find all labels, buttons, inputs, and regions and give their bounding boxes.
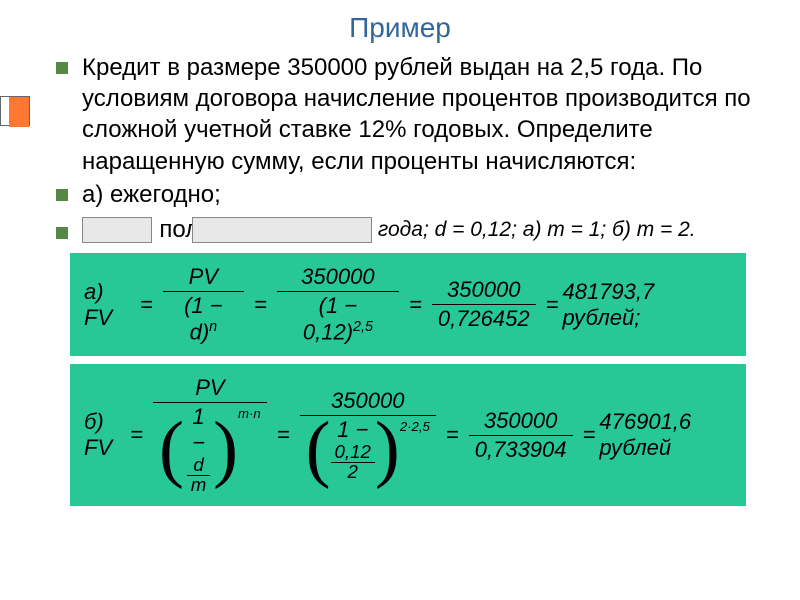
equals: = [254, 292, 267, 318]
equals: = [277, 422, 290, 448]
accent-inner [9, 97, 29, 127]
fb-result: 476901,6 рублей [599, 409, 732, 461]
fa-prefix: а) FV [84, 279, 136, 331]
bullet-icon [56, 189, 68, 201]
bullet-icon [56, 227, 68, 239]
case-a-bullet: а) ежегодно; [56, 179, 760, 210]
accent-decoration [0, 96, 30, 126]
fa-frac2: 350000 (1 − 0,12)2,5 [277, 263, 399, 346]
fa-frac1: PV (1 − d)n [163, 263, 244, 346]
obscured-box-1 [82, 217, 152, 243]
slide-title: Пример [0, 0, 800, 52]
equals: = [409, 292, 422, 318]
problem-bullet: Кредит в размере 350000 рублей выдан на … [56, 52, 760, 177]
fa-frac3: 350000 0,726452 [432, 276, 536, 333]
case-a-text: а) ежегодно; [82, 179, 221, 210]
equals: = [446, 422, 459, 448]
problem-text: Кредит в размере 350000 рублей выдан на … [82, 52, 760, 177]
slide-content: Кредит в размере 350000 рублей выдан на … [0, 52, 800, 506]
equals: = [130, 422, 143, 448]
equals: = [583, 422, 596, 448]
given-row: б) по полугодиям. года; d = 0,12; а) m =… [56, 214, 760, 245]
bullet-icon [56, 62, 68, 74]
fb-frac3: 350000 0,733904 [469, 407, 573, 464]
obscured-box-2 [192, 217, 372, 243]
fb-prefix: б) FV [84, 409, 126, 461]
fb-frac1: PV ( 1 − d m ) m·n [153, 374, 267, 495]
fb-frac2: 350000 ( 1 − 0,12 2 ) 2·2,5 [300, 387, 436, 482]
formula-a: а) FV = PV (1 − d)n = 350000 (1 − 0,12)2… [70, 253, 746, 356]
fa-result: 481793,7 рублей; [562, 279, 732, 331]
given-tail: года; d = 0,12; а) m = 1; б) m = 2. [378, 218, 696, 242]
equals: = [140, 292, 153, 318]
equals: = [546, 292, 559, 318]
formula-b: б) FV = PV ( 1 − d m ) m·n [70, 364, 746, 505]
